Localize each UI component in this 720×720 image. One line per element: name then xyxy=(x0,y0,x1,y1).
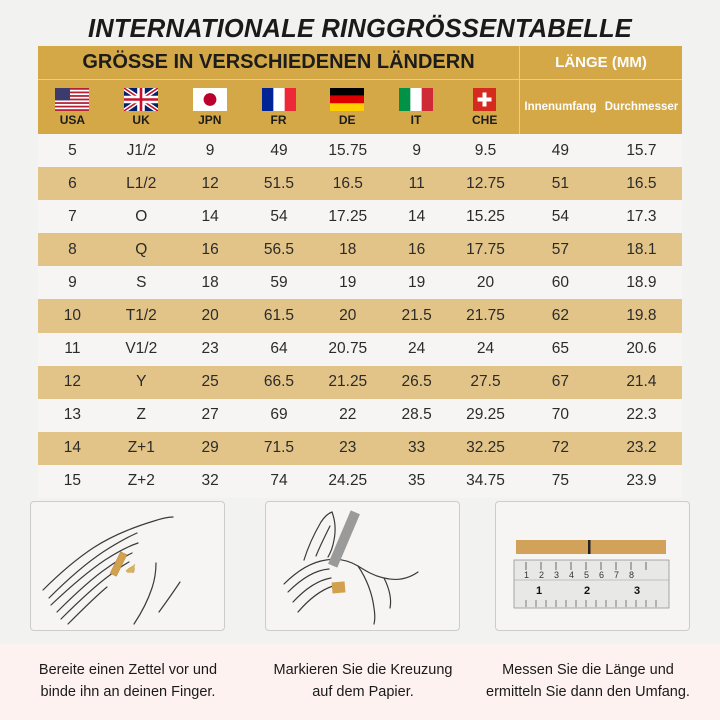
svg-text:1: 1 xyxy=(524,570,529,580)
svg-text:3: 3 xyxy=(554,570,559,580)
svg-text:1: 1 xyxy=(536,585,542,597)
svg-text:5: 5 xyxy=(584,570,589,580)
svg-text:4: 4 xyxy=(569,570,574,580)
svg-text:7: 7 xyxy=(614,570,619,580)
svg-text:6: 6 xyxy=(599,570,604,580)
svg-text:8: 8 xyxy=(629,570,634,580)
svg-text:2: 2 xyxy=(584,585,590,597)
svg-text:2: 2 xyxy=(539,570,544,580)
svg-text:3: 3 xyxy=(634,585,640,597)
